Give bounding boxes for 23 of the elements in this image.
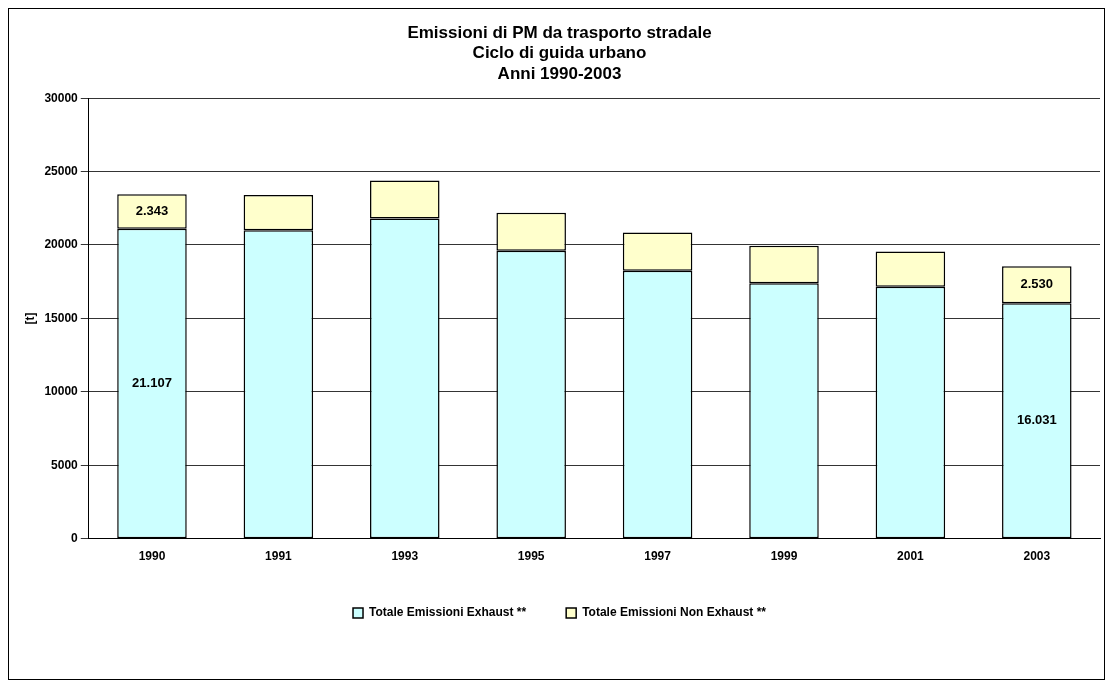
y-tick-label: 30000	[44, 90, 79, 105]
y-tick-label: 5000	[51, 457, 79, 472]
y-tick-label: 0	[71, 530, 79, 545]
y-tick-label: 10000	[44, 384, 79, 399]
x-tick-label: 1995	[517, 549, 545, 564]
legend-label: Totale Emissioni Exhaust **	[369, 605, 527, 620]
x-tick-label: 1997	[644, 549, 672, 564]
x-tick-label: 2003	[1023, 549, 1051, 564]
data-label: 21.107	[132, 375, 172, 391]
y-tick-label: 20000	[44, 237, 79, 252]
y-tick-label: 25000	[44, 163, 79, 178]
x-tick-label: 1991	[265, 549, 293, 564]
x-tick-label: 2001	[897, 549, 925, 564]
y-axis-title: [t]	[22, 312, 37, 325]
chart-title: Emissioni di PM da trasporto stradale Ciclo di guida urbano Anni 1990-2003	[407, 22, 712, 83]
data-label: 2.343	[135, 203, 169, 219]
y-tick-label: 15000	[44, 310, 79, 325]
x-tick-label: 1990	[138, 549, 166, 564]
x-tick-label: 1999	[770, 549, 798, 564]
legend-label: Totale Emissioni Non Exhaust **	[582, 605, 767, 620]
data-label: 16.031	[1016, 412, 1057, 428]
x-tick-label: 1993	[391, 549, 419, 564]
data-label: 2.530	[1020, 276, 1054, 292]
